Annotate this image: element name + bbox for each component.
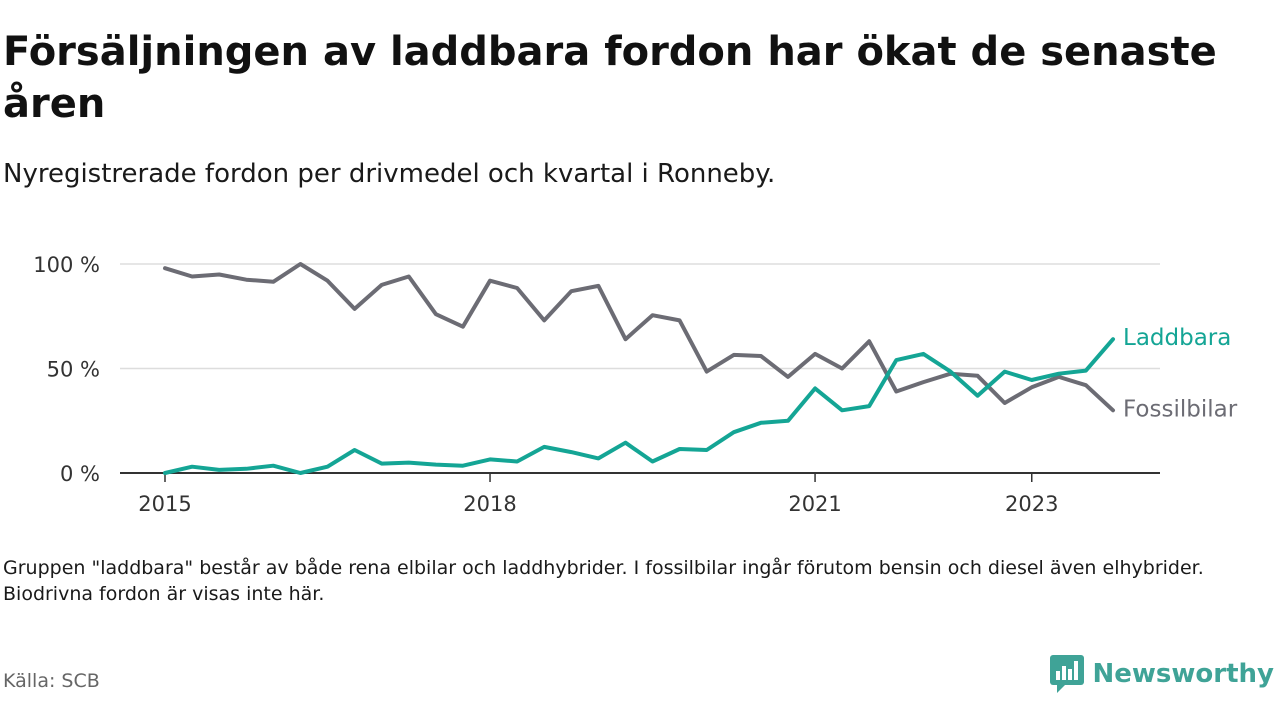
chart-title: Försäljningen av laddbara fordon har öka… xyxy=(3,29,1217,127)
y-tick-label: 0 % xyxy=(60,462,100,486)
x-tick-label: 2018 xyxy=(463,492,516,516)
source-credit: Källa: SCB xyxy=(3,670,100,692)
brand-name: Newsworthy xyxy=(1092,659,1274,689)
series-line-laddbara xyxy=(163,337,1115,475)
x-axis-labels: 2015 2018 2021 2023 xyxy=(138,492,1058,516)
brand-logo: Newsworthy xyxy=(1049,654,1274,694)
line-chart: 0 % 50 % 100 % 2015 2018 2021 2023 Fossilbila… xyxy=(33,253,1238,516)
footnote: Gruppen "laddbara" består av både rena e… xyxy=(3,557,1204,605)
series-lines xyxy=(163,262,1115,475)
series-label-laddbara: Laddbara xyxy=(1123,325,1231,351)
series-label-fossilbilar: Fossilbilar xyxy=(1123,396,1238,422)
x-tick-label: 2021 xyxy=(788,492,841,516)
chart-subtitle: Nyregistrerade fordon per drivmedel och … xyxy=(3,159,776,189)
series-labels: Fossilbilar Laddbara xyxy=(1123,325,1238,422)
x-tick-label: 2023 xyxy=(1005,492,1058,516)
x-tick-label: 2015 xyxy=(138,492,191,516)
y-tick-label: 50 % xyxy=(47,358,100,382)
y-tick-label: 100 % xyxy=(33,253,100,277)
y-axis-labels: 0 % 50 % 100 % xyxy=(33,253,100,486)
newsworthy-logo-icon xyxy=(1049,655,1084,693)
